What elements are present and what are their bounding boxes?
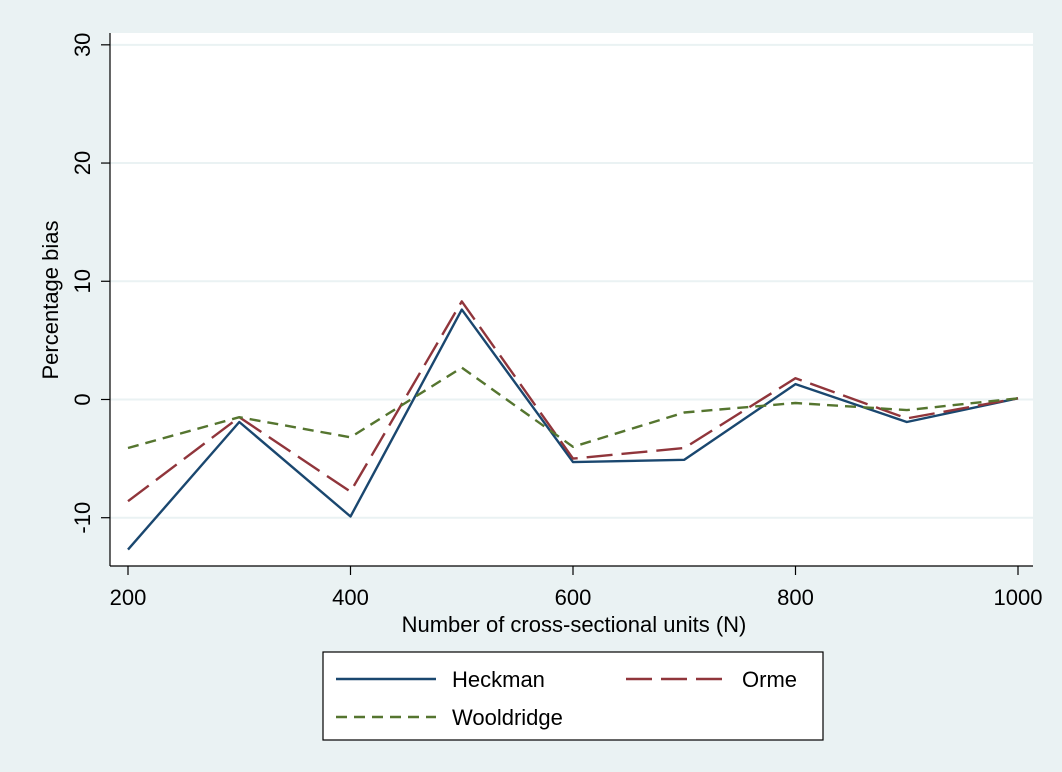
series-line-orme bbox=[127, 300, 1019, 503]
legend: Heckman Orme Wooldridge bbox=[322, 651, 824, 741]
legend-box bbox=[322, 651, 824, 741]
legend-label-wooldridge: Wooldridge bbox=[452, 705, 563, 730]
axes: -10 0 10 20 30 200 400 600 800 1000 bbox=[70, 33, 1042, 610]
x-tick-label: 600 bbox=[555, 585, 592, 610]
x-tick-label: 800 bbox=[777, 585, 814, 610]
gridlines bbox=[110, 43, 1033, 519]
series-line-wooldridge bbox=[127, 366, 1019, 450]
x-tick-label: 1000 bbox=[994, 585, 1043, 610]
legend-label-orme: Orme bbox=[742, 667, 797, 692]
x-axis-label: Number of cross-sectional units (N) bbox=[402, 612, 747, 637]
x-tick-label: 200 bbox=[110, 585, 147, 610]
y-tick-label: 10 bbox=[70, 269, 95, 293]
y-axis-label: Percentage bias bbox=[38, 221, 63, 380]
series-lines bbox=[127, 300, 1019, 551]
legend-label-heckman: Heckman bbox=[452, 667, 545, 692]
y-tick-label: -10 bbox=[70, 502, 95, 534]
y-tick-label: 20 bbox=[70, 151, 95, 175]
x-tick-label: 400 bbox=[332, 585, 369, 610]
y-tick-label: 0 bbox=[70, 393, 95, 405]
series-line-heckman bbox=[127, 308, 1019, 551]
plot-area bbox=[110, 33, 1033, 566]
y-tick-label: 30 bbox=[70, 33, 95, 57]
